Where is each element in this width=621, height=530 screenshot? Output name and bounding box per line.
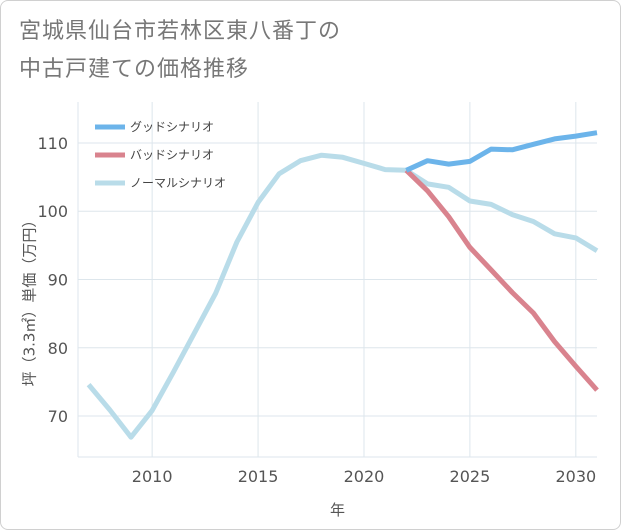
series-line-2 [86,152,599,440]
y-axis-ticks: 70 80 90 100 110 [37,134,68,426]
legend-label-1: バッドシナリオ [130,148,214,162]
series-line-0 [405,130,598,173]
legend-label-0: グッドシナリオ [130,120,214,134]
x-axis-ticks: 2010 2015 2020 2025 2030 [132,467,596,486]
y-tick-label-80: 80 [48,339,68,358]
x-axis-title: 年 [330,501,345,519]
y-tick-label-90: 90 [48,271,68,290]
series-lines [86,130,599,440]
series-line-1 [404,168,599,392]
chart-title-line-2: 中古戸建ての価格推移 [19,57,250,82]
x-tick-label-2010: 2010 [132,467,173,486]
x-tick-label-2030: 2030 [555,467,596,486]
x-tick-label-2015: 2015 [238,467,279,486]
y-tick-label-100: 100 [37,202,68,221]
x-tick-label-2025: 2025 [450,467,491,486]
y-tick-label-110: 110 [37,134,68,153]
chart-title: 宮城県仙台市若林区東八番丁の 中古戸建ての価格推移 [19,13,439,89]
y-tick-label-70: 70 [48,407,68,426]
chart-title-line-1: 宮城県仙台市若林区東八番丁の [19,19,342,44]
y-axis-title: 坪（3.3㎡）単価（万円） [21,213,39,387]
legend-label-2: ノーマルシナリオ [130,176,226,190]
x-tick-label-2020: 2020 [344,467,385,486]
